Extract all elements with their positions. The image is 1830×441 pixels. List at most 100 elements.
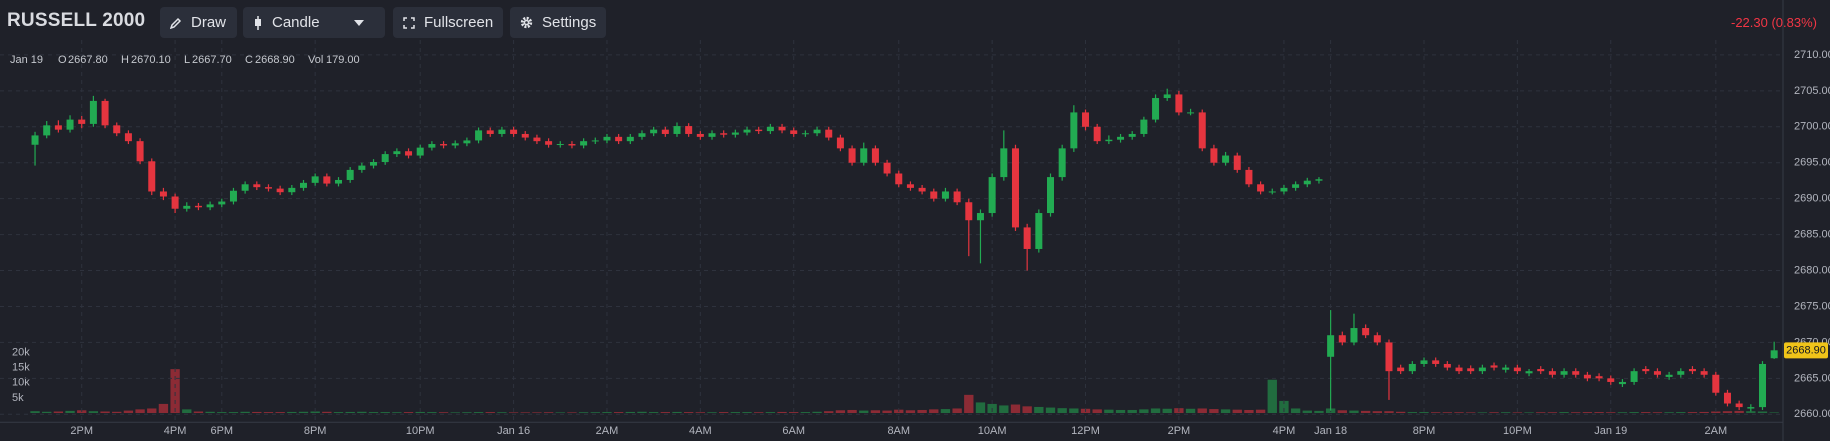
last-price-label: 2668.90 [1786, 345, 1826, 357]
candle-body [1443, 363, 1451, 368]
candle-body [848, 148, 856, 163]
volume-bar [392, 412, 402, 413]
candle-body [860, 148, 868, 163]
volume-bar [1057, 408, 1067, 413]
candle-body [218, 201, 226, 205]
button-label: Draw [191, 14, 227, 31]
candle-body [731, 132, 739, 135]
candle-body [965, 202, 973, 221]
volume-bar [287, 411, 297, 413]
candle-body [475, 130, 483, 141]
volume-bar [65, 410, 75, 413]
candle-body [346, 169, 354, 180]
candle-body [428, 144, 436, 148]
draw-button[interactable]: Draw [160, 7, 237, 38]
y-tick-label: 2700.00 [1794, 121, 1830, 133]
candle-body [1035, 213, 1043, 249]
x-tick-label: 2AM [596, 425, 619, 437]
volume-bar [1407, 412, 1418, 413]
volume-bar [1466, 412, 1476, 413]
price-change: -22.30 (0.83%) [1731, 15, 1817, 30]
candle-body [1677, 371, 1685, 375]
candle-body [1502, 367, 1510, 370]
candle-body [1373, 335, 1381, 343]
volume-tick-label: 20k [12, 346, 30, 358]
x-tick-label: 8PM [1413, 425, 1436, 437]
volume-bar [88, 411, 99, 413]
candle-body [953, 191, 961, 203]
volume-bar [1395, 411, 1406, 413]
candle-body [556, 144, 564, 146]
candle-body [1117, 136, 1125, 140]
candle-body [603, 136, 611, 141]
info-value: 179.00 [326, 54, 360, 66]
candle-body [988, 177, 996, 214]
volume-bar [835, 410, 846, 413]
volume-bar [217, 412, 227, 413]
volume-bar [777, 411, 787, 413]
candle-body [1467, 368, 1475, 372]
volume-bar [1162, 408, 1172, 413]
volume-bar [123, 410, 134, 413]
candle-body [1688, 369, 1696, 372]
volume-bar [497, 412, 507, 413]
candle-body [1245, 169, 1253, 185]
x-tick-label: 4AM [689, 425, 712, 437]
candle-body [416, 147, 424, 156]
candle-body [510, 129, 518, 134]
x-tick-label: 2PM [70, 425, 93, 437]
volume-bar [485, 412, 495, 413]
volume-bar [310, 411, 320, 413]
candle-body [743, 129, 751, 133]
candle-body [1432, 360, 1440, 364]
x-tick-label: 2PM [1168, 425, 1191, 437]
button-label: Settings [542, 14, 597, 31]
y-tick-label: 2680.00 [1794, 264, 1830, 276]
x-tick-label: 4PM [1273, 425, 1296, 437]
volume-bar [543, 412, 554, 413]
dropdown-arrow [354, 19, 364, 26]
candle-body [941, 191, 949, 199]
volume-bar [882, 410, 892, 413]
volume-bar [345, 411, 355, 413]
volume-bar [1255, 409, 1266, 413]
candle-body [43, 125, 51, 136]
candle-body [1303, 180, 1311, 185]
candle-body [323, 176, 331, 184]
candle-body [836, 137, 844, 149]
volume-bar [1687, 412, 1698, 413]
volume-bar [1384, 411, 1394, 413]
volume-bar [1559, 412, 1569, 413]
volume-bar [1722, 411, 1733, 413]
volume-bar [1711, 411, 1721, 413]
y-tick-label: 2695.00 [1794, 157, 1830, 169]
volume-bar [707, 412, 717, 413]
chart-type-dropdown[interactable]: Candle [243, 7, 385, 38]
chart-title: RUSSELL 2000 [7, 10, 146, 31]
volume-bar [1676, 412, 1686, 413]
candle-body [463, 140, 471, 144]
candle-body [1140, 119, 1148, 134]
candle-body [1618, 381, 1626, 385]
candle-body [580, 141, 588, 146]
info-date: Jan 19 [10, 54, 44, 66]
settings-button[interactable]: Settings [510, 7, 606, 38]
candle-body [1210, 148, 1218, 163]
y-tick-label: 2710.00 [1794, 49, 1830, 61]
fullscreen-button[interactable]: Fullscreen [393, 7, 503, 38]
candle-body [1560, 371, 1568, 375]
info-key: H [121, 54, 129, 66]
volume-bar [695, 412, 706, 413]
volume-bar [473, 412, 484, 413]
candle-body [1490, 365, 1498, 368]
y-tick-label: 2690.00 [1794, 193, 1830, 205]
candle-body [206, 204, 214, 208]
volume-bar [625, 411, 635, 413]
x-tick-label: Jan 18 [1314, 425, 1347, 437]
candle-body [1198, 112, 1206, 149]
candle-body [895, 173, 903, 185]
volume-bar [1045, 407, 1056, 413]
x-tick-label: 2AM [1704, 425, 1727, 437]
candle-body [89, 100, 97, 124]
